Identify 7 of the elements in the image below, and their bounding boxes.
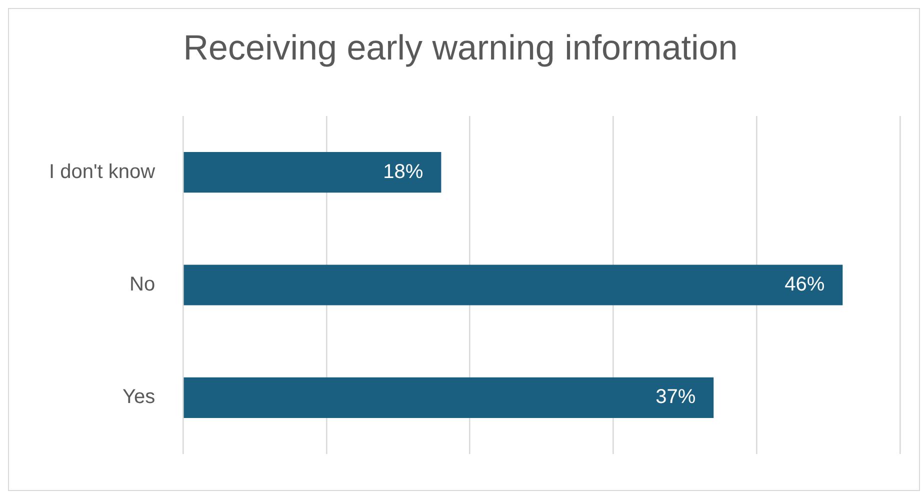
data-label: 18% <box>383 160 424 183</box>
data-label: 37% <box>656 386 696 408</box>
data-label: 46% <box>784 274 825 296</box>
chart-title: Receiving early warning information <box>183 28 738 68</box>
y-tick-label: No <box>130 274 156 296</box>
y-tick-label: I don't know <box>48 160 156 183</box>
y-tick-label: Yes <box>122 386 156 408</box>
